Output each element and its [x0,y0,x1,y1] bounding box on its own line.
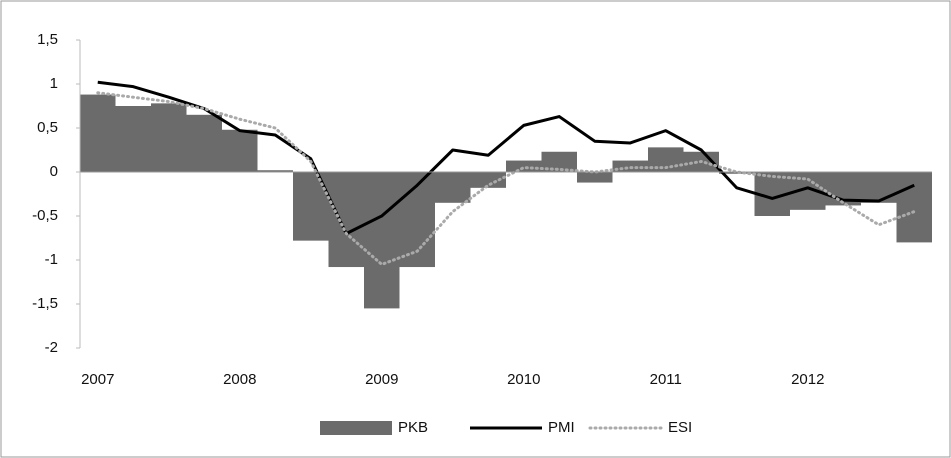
bar [115,106,151,172]
bar [719,172,755,174]
x-tick-label: 2012 [791,371,824,388]
y-tick-label: -2 [45,339,58,356]
x-tick-label: 2008 [223,371,256,388]
legend-label: PMI [548,419,575,436]
x-tick-label: 2009 [365,371,398,388]
bar [470,172,506,188]
bar [151,103,187,172]
bar [506,160,542,172]
bar [257,170,293,172]
y-tick-label: -1,5 [32,295,58,312]
bar [896,172,932,243]
y-tick-label: 0,5 [37,119,58,136]
x-tick-label: 2011 [650,371,682,388]
legend-label: ESI [668,419,692,436]
legend-label: PKB [398,419,428,436]
bar [364,172,400,309]
bar [435,172,471,203]
x-tick-label: 2010 [507,371,540,388]
y-tick-label: 1,5 [37,31,58,48]
legend-swatch [320,421,392,435]
bar [222,129,258,172]
x-tick-label: 2007 [81,371,114,388]
y-tick-label: 0 [50,163,58,180]
bar [328,172,364,268]
bar [541,151,577,172]
line [97,80,915,236]
y-tick-label: -0,5 [32,207,58,224]
bar [861,172,897,203]
bar [186,114,222,172]
y-tick-label: -1 [45,251,58,268]
line [96,91,916,266]
y-tick-label: 1 [50,75,58,92]
bar [577,172,613,183]
bar [80,94,116,172]
